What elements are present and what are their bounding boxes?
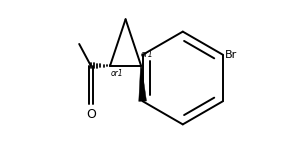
- Text: or1: or1: [141, 50, 154, 59]
- Text: O: O: [86, 108, 96, 121]
- Text: or1: or1: [111, 69, 123, 78]
- Text: Br: Br: [225, 50, 237, 60]
- Polygon shape: [139, 66, 147, 101]
